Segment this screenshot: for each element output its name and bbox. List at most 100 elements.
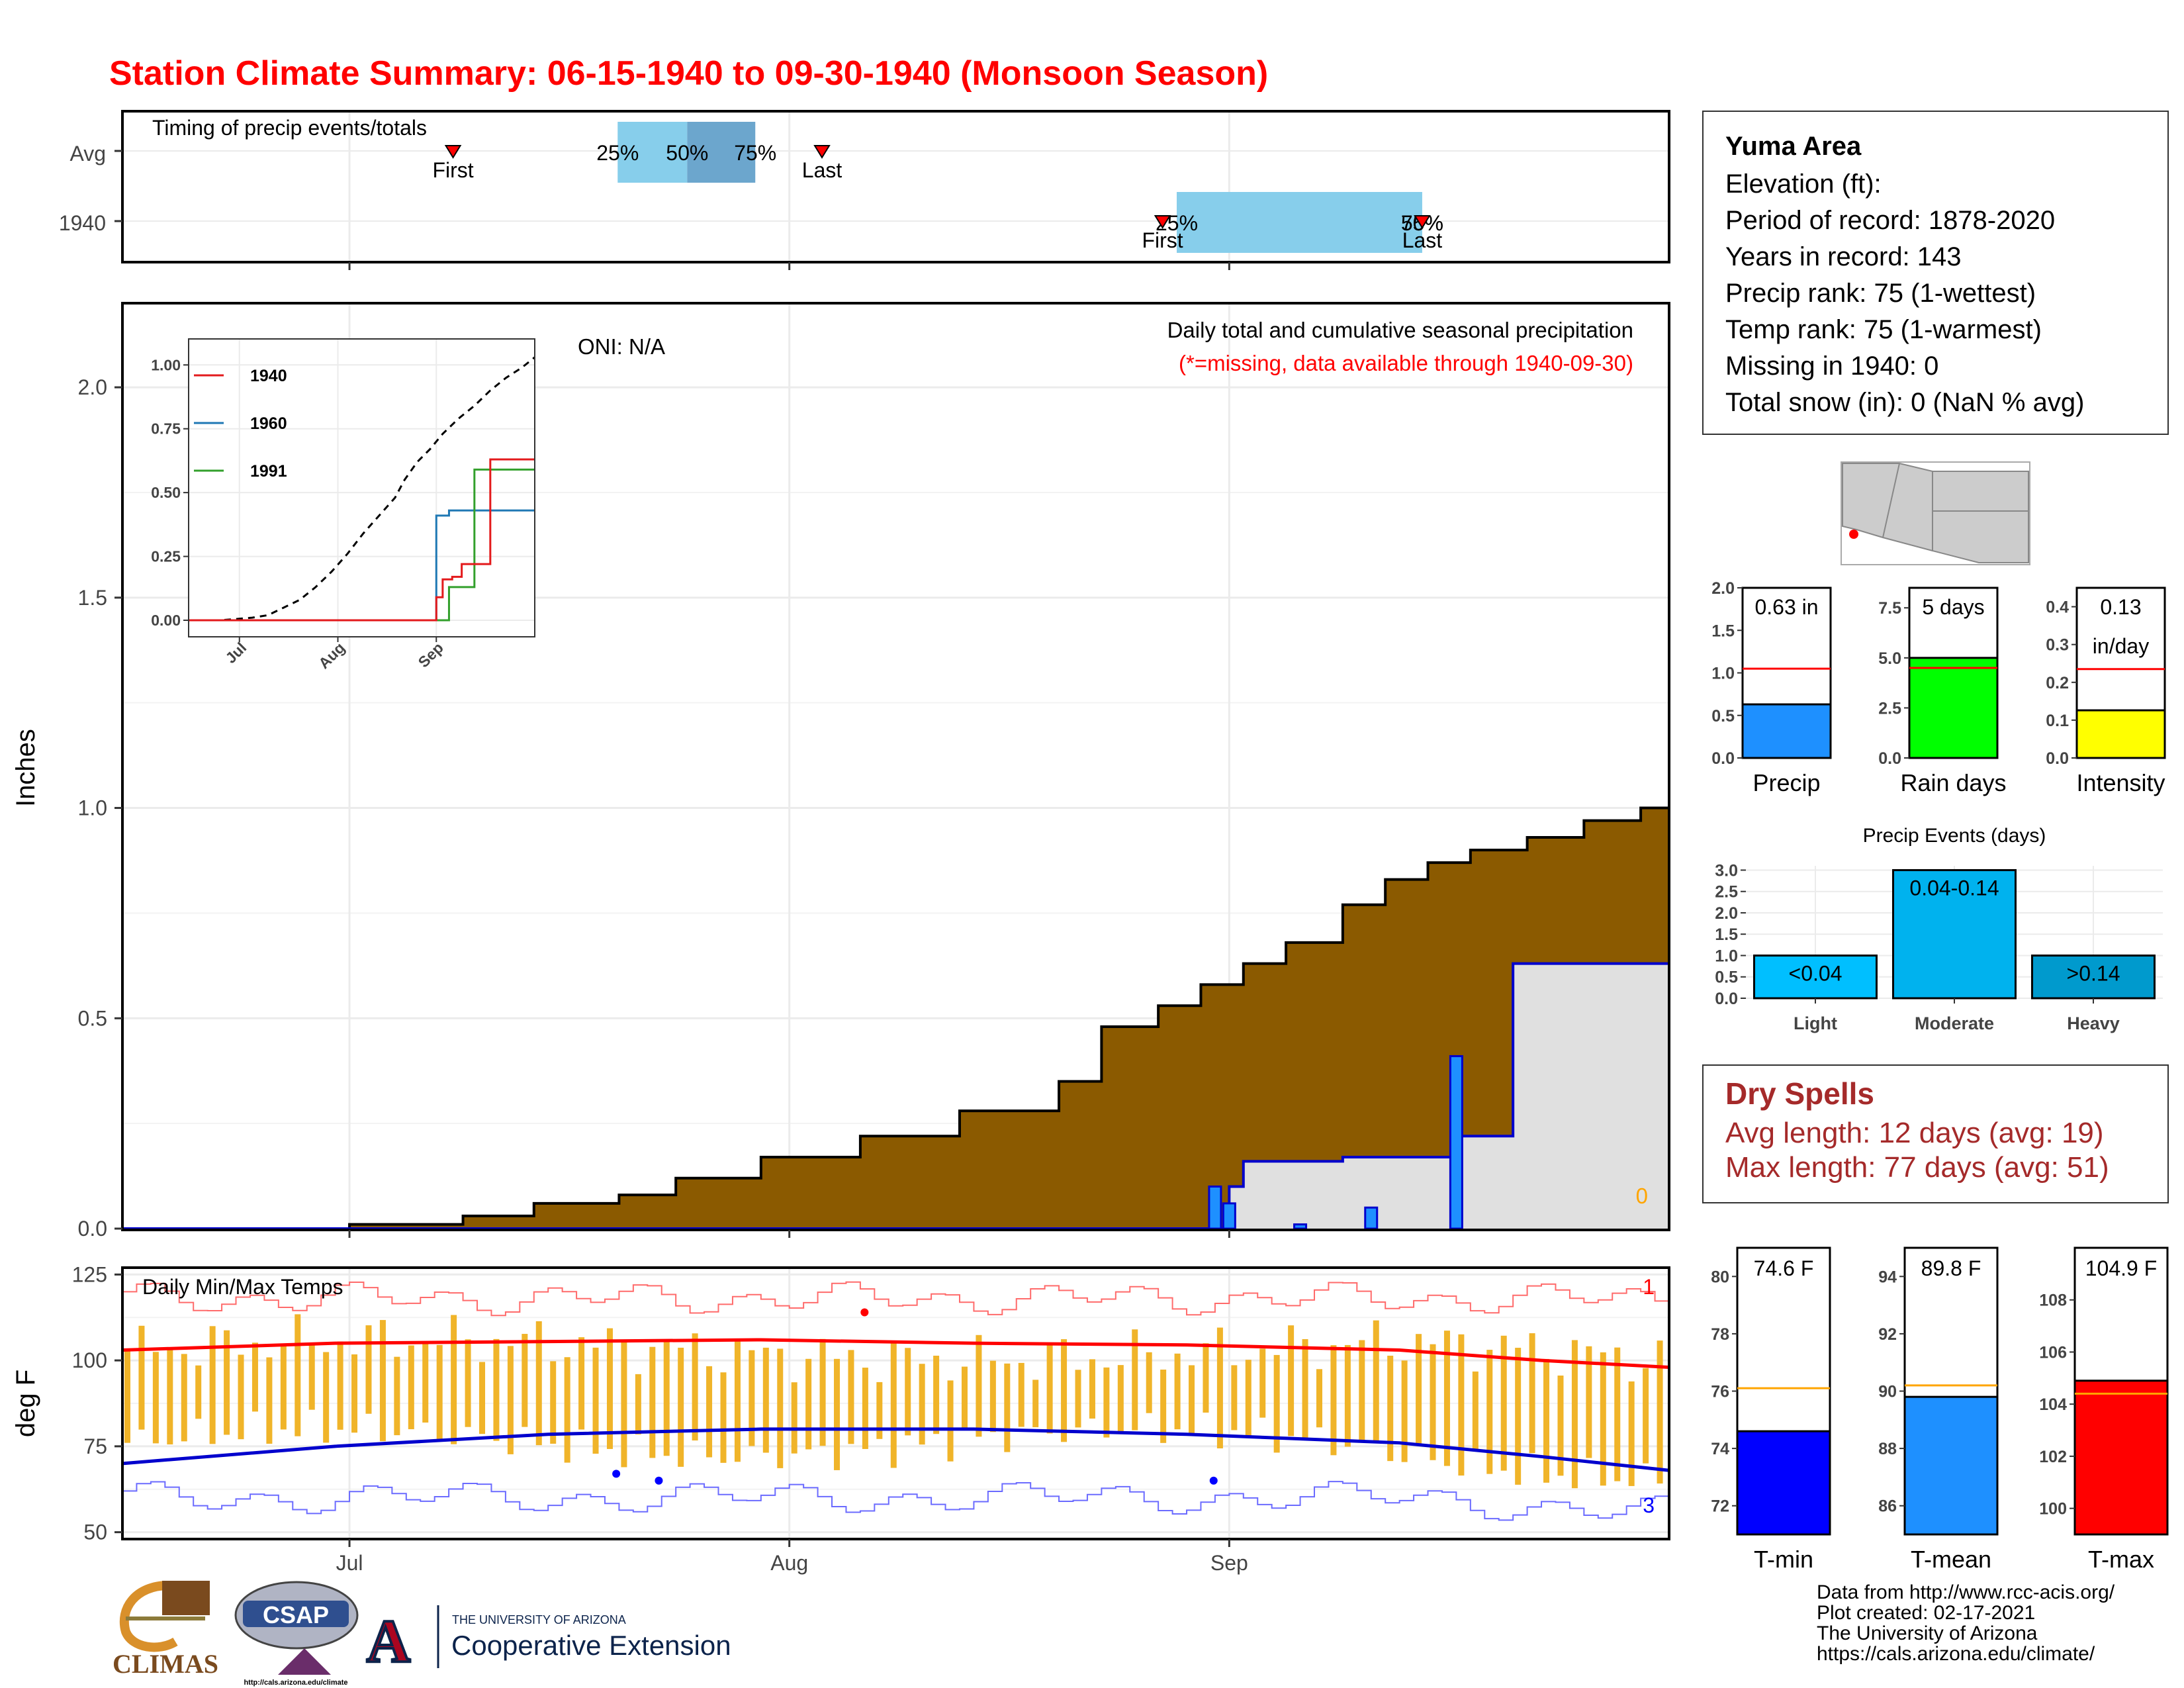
daily-temp-bar — [720, 1372, 727, 1463]
inset-series-line-1940 — [189, 458, 535, 622]
csap-url: http://cals.arizona.edu/climate — [244, 1679, 347, 1687]
temp-chart-y-tick-label: 106 — [2039, 1343, 2067, 1362]
daily-temp-bar — [1628, 1381, 1635, 1486]
mini-chart-precip: 0.0 0.5 1.0 1.5 2.0 0.63 in Precip — [1711, 579, 1832, 796]
inset-background — [188, 338, 535, 637]
events-x-tick-label: Moderate — [1915, 1013, 1994, 1033]
daily-temp-bar — [365, 1325, 372, 1414]
events-bar-label: 0.04-0.14 — [1909, 876, 1999, 900]
record-high-line — [122, 1281, 1670, 1317]
daily-temp-bar — [1146, 1352, 1152, 1413]
daily-temp-bar — [1614, 1347, 1621, 1481]
daily-temp-bar — [1600, 1352, 1606, 1486]
oni-label: ONI: N/A — [578, 334, 665, 359]
inset-legend-label: 1940 — [250, 367, 287, 385]
daily-temp-bar — [1089, 1359, 1095, 1419]
events-x-tick-label: Heavy — [2067, 1013, 2120, 1033]
daily-precip-bar — [1293, 1223, 1308, 1230]
daily-temp-bar — [522, 1334, 528, 1427]
mini-chart-y-tick-label: 0.1 — [2046, 712, 2069, 730]
temp-chart-bar — [2073, 1380, 2169, 1536]
precip-y-axis: 0.0 0.5 1.0 1.5 2.0 — [78, 375, 1230, 1241]
daily-temp-bar — [1231, 1365, 1238, 1430]
daily-temp-bar — [762, 1347, 769, 1453]
daily-temp-bar — [1103, 1367, 1110, 1438]
daily-temp-bar — [606, 1328, 613, 1449]
temp-chart-label: T-mean — [1911, 1546, 1991, 1573]
events-y-tick-label: 3.0 — [1715, 861, 1738, 880]
temp-chart-bar — [1903, 1395, 1999, 1536]
daily-precip-bar — [1364, 1206, 1379, 1230]
daily-temp-bar — [564, 1357, 570, 1463]
daily-temp-bar — [692, 1333, 698, 1441]
events-title: Precip Events (days) — [1863, 825, 2046, 847]
climas-arc — [119, 1581, 178, 1652]
mini-chart-y-tick-label: 7.5 — [1878, 599, 1901, 618]
avg-cumulative-area — [122, 786, 1669, 1229]
record-high-marker — [860, 1308, 869, 1317]
temp-chart-y-tick-label: 74 — [1711, 1440, 1729, 1458]
temp-bar-charts: 72 74 76 78 80 74.6 F T-min 86 88 90 92 94 89.8 F T-m… — [1711, 1246, 2169, 1573]
daily-temp-bar — [1330, 1345, 1337, 1456]
record-low-marker — [655, 1476, 663, 1485]
timing-row-1940: 1940 — [59, 211, 106, 235]
mini-chart-y-tick-label: 2.0 — [1711, 579, 1735, 598]
events-y-tick-label: 0.5 — [1715, 968, 1738, 987]
daily-temp-bar — [394, 1356, 400, 1436]
daily-temp-bar — [1500, 1335, 1507, 1471]
temp-chart-label: T-min — [1754, 1546, 1813, 1573]
csap-mountain — [278, 1648, 331, 1675]
temp-marks — [122, 1281, 1670, 1521]
daily-temp-bar — [1061, 1339, 1068, 1442]
daily-temp-bar — [266, 1357, 273, 1444]
daily-temp-bar — [919, 1364, 925, 1445]
mini-chart-y-tick-label: 0.5 — [1711, 707, 1735, 726]
daily-temp-bar — [1189, 1365, 1195, 1434]
daily-temp-bar — [124, 1350, 130, 1443]
mini-chart-label: Intensity — [2076, 769, 2165, 796]
daily-temp-bar — [493, 1338, 500, 1441]
footer-line: Plot created: 02-17-2021 — [1817, 1602, 2036, 1624]
timing-1940-last-label: Last — [1402, 228, 1443, 252]
daily-temp-bar — [976, 1335, 982, 1437]
temp-chart-y-tick-label: 94 — [1878, 1268, 1897, 1286]
precip-ylabel: Inches — [11, 729, 40, 807]
info-snow: Total snow (in): 0 (NaN % avg) — [1725, 388, 2085, 417]
events-y-tick-label: 1.5 — [1715, 925, 1738, 944]
daily-temp-bar — [819, 1338, 826, 1446]
temp-y-axis: 50 75 100 125 — [72, 1262, 122, 1544]
daily-temp-bar — [1643, 1368, 1649, 1464]
daily-temp-bar — [1543, 1358, 1550, 1483]
daily-temp-bar — [649, 1346, 656, 1458]
info-elevation: Elevation (ft): — [1725, 169, 1882, 199]
mini-chart-rain-days: 0.0 2.5 5.0 7.5 5 days Rain days — [1878, 586, 2007, 796]
daily-temp-bar — [834, 1358, 841, 1470]
station-name: Yuma Area — [1725, 132, 1862, 161]
timing-panel: Timing of precip events/totals Avg 1940 … — [59, 110, 1670, 270]
mini-chart-y-tick-label: 5.0 — [1878, 649, 1901, 668]
daily-temp-bar — [465, 1339, 471, 1427]
temp-chart-y-tick-label: 76 — [1711, 1383, 1729, 1401]
inset-y-tick-label: 1.00 — [151, 356, 181, 373]
ua-a-mark: A — [367, 1607, 410, 1675]
daily-temp-bar — [749, 1350, 755, 1446]
daily-temp-bar — [1216, 1327, 1223, 1449]
daily-temp-bar — [635, 1374, 641, 1434]
timing-avg-p25-label: 25% — [596, 141, 639, 165]
timing-avg-range-25-50 — [617, 122, 688, 183]
daily-temp-bar — [1359, 1340, 1365, 1442]
inset-y-tick-label: 0.50 — [151, 484, 181, 501]
mini-chart-y-tick-label: 1.0 — [1711, 665, 1735, 683]
inset-y-tick-label: 0.25 — [151, 548, 181, 565]
info-temp-rank: Temp rank: 75 (1-warmest) — [1725, 315, 2042, 344]
footer-line: The University of Arizona — [1817, 1622, 2038, 1644]
daily-temp-bar — [323, 1352, 330, 1443]
daily-temp-bar — [167, 1347, 173, 1445]
daily-temp-bar — [1657, 1340, 1663, 1484]
daily-temp-bar — [1018, 1362, 1024, 1427]
daily-temp-bar — [1344, 1344, 1351, 1447]
mini-chart-value-unit: in/day — [2093, 634, 2149, 658]
daily-temp-bar — [663, 1341, 670, 1456]
daily-precip-bar — [1222, 1202, 1236, 1230]
